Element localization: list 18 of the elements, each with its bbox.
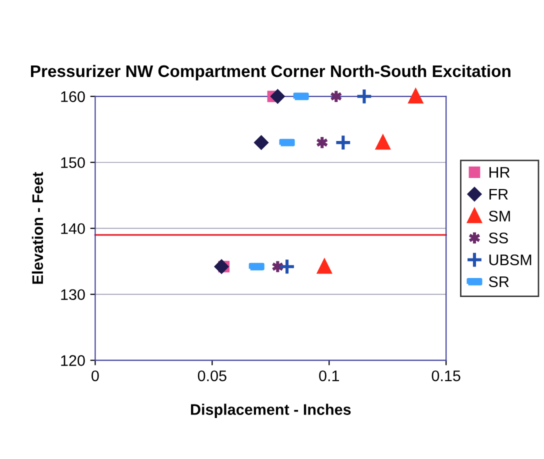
legend-label: SR [488, 276, 509, 288]
y-tick-label: 160 [61, 91, 85, 102]
y-tick-label: 150 [61, 157, 85, 168]
chart-title: Pressurizer NW Compartment Corner North-South Excitation [30, 64, 510, 80]
legend-label: HR [489, 167, 510, 178]
legend-label: FR [489, 188, 508, 200]
x-tick-label: 0.1 [319, 370, 339, 382]
legend-label: SS [488, 232, 508, 244]
y-tick-label: 130 [61, 289, 85, 300]
x-tick-label: 0 [92, 370, 99, 382]
x-tick-label: 0.15 [432, 370, 460, 382]
y-axis-title: Elevation - Feet [32, 172, 44, 284]
x-tick-label: 0.05 [198, 370, 226, 382]
y-tick-label: 120 [61, 355, 85, 366]
legend-label: UBSM [489, 254, 532, 266]
y-tick-label: 140 [61, 223, 85, 234]
x-axis-title: Displacement - Inches [191, 404, 351, 418]
legend-label: SM [488, 210, 510, 222]
